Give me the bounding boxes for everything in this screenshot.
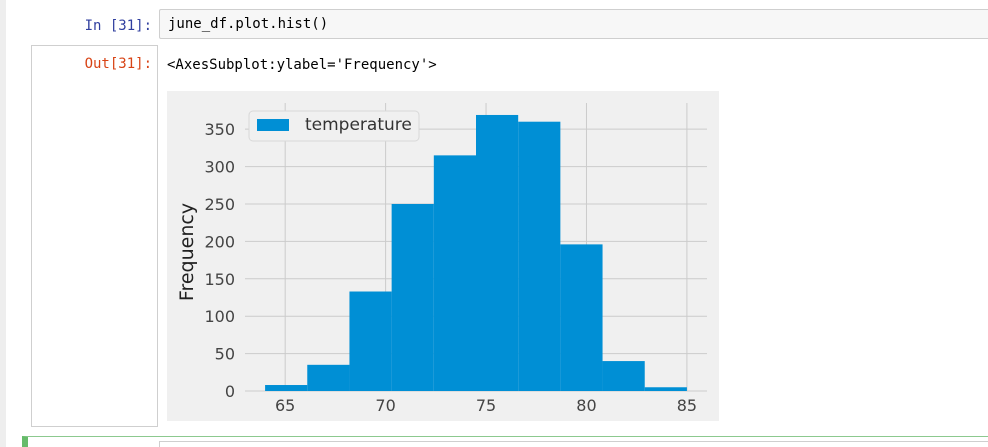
output-prompt-area[interactable] <box>31 45 158 427</box>
histogram-bar <box>391 203 434 391</box>
histogram-bar <box>602 361 645 391</box>
y-tick-label: 50 <box>215 345 235 364</box>
legend-label: temperature <box>305 115 412 135</box>
histogram-svg: 0 50 100 150 200 250 300 350 65 70 75 80 85 Frequency… <box>167 91 719 421</box>
output-prompt: Out[31]: <box>84 56 152 72</box>
y-tick-label: 0 <box>225 382 235 401</box>
y-tick-label: 250 <box>204 195 235 214</box>
histogram-bar <box>560 244 603 391</box>
code-text[interactable]: june_df.plot.hist() <box>168 16 329 32</box>
histogram-bar <box>433 155 476 391</box>
y-tick-label: 150 <box>204 270 235 289</box>
y-tick-label: 100 <box>204 307 235 326</box>
notebook-left-gutter <box>0 0 6 447</box>
x-tick-label: 70 <box>375 396 395 415</box>
x-tick-label: 80 <box>576 396 596 415</box>
histogram-plot: 0 50 100 150 200 250 300 350 65 70 75 80 85 Frequency… <box>167 91 719 421</box>
output-text: <AxesSubplot:ylabel='Frequency'> <box>167 57 437 73</box>
legend-swatch <box>257 119 289 131</box>
legend-box <box>248 110 420 142</box>
histogram-bar <box>307 364 350 391</box>
x-tick-label: 75 <box>476 396 496 415</box>
y-tick-label: 200 <box>204 232 235 251</box>
y-axis-label: Frequency <box>176 203 198 301</box>
y-tick-label: 300 <box>204 158 235 177</box>
histogram-bar <box>265 385 308 391</box>
histogram-bar <box>518 121 561 391</box>
histogram-bar <box>349 291 392 391</box>
histogram-bar <box>644 387 687 391</box>
next-cell-input[interactable] <box>159 441 988 447</box>
code-input-area[interactable]: june_df.plot.hist() <box>159 9 988 39</box>
y-tick-label: 350 <box>204 120 235 139</box>
x-tick-label: 65 <box>275 396 295 415</box>
input-prompt: In [31]: <box>84 18 152 34</box>
x-tick-label: 85 <box>677 396 697 415</box>
histogram-bar <box>476 114 519 391</box>
